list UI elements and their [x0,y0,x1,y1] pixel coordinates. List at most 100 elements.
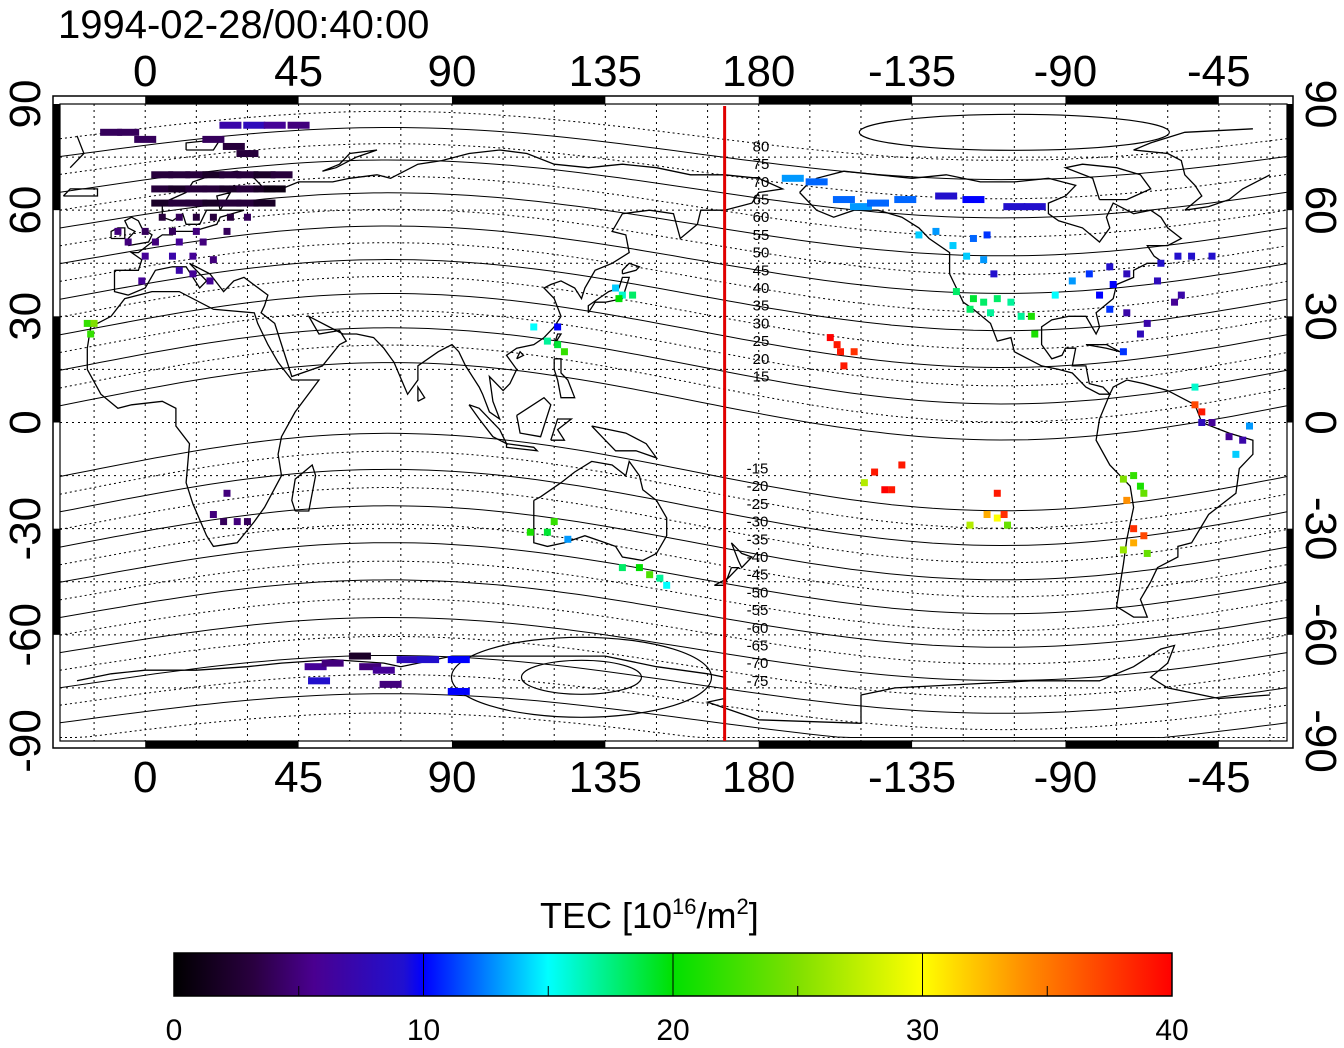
frame-segment [758,741,913,748]
tec-cell [168,185,191,193]
tec-cell [932,227,940,235]
tec-cell [1109,280,1117,288]
mag-contour-line [59,468,1288,547]
colorbar-label: TEC [1016/m2] [540,894,759,936]
contour-label: 55 [753,227,770,244]
frame-segment [53,104,60,211]
tec-cell [1130,539,1138,547]
tec-cell [447,656,470,664]
tec-cell [898,461,906,469]
contour-label: -30 [747,514,769,531]
coastline-hokkaido [621,262,641,275]
coastline-africa [86,290,321,548]
left-tick-label: -60 [1,603,50,667]
tec-cell [915,231,923,239]
mag-contour-line [59,127,1288,181]
tec-cell [263,121,286,129]
coastline-java [505,443,539,452]
tec-cell [1157,259,1165,267]
top-tick-label: -45 [1187,47,1251,96]
tec-cell [1136,330,1144,338]
tec-cell [990,270,998,278]
coastline-novaya [322,149,378,172]
mag-contour-line [59,258,1288,332]
contour-label: 50 [753,245,770,262]
contour-label: -25 [747,496,769,513]
map-title: 1994-02-28/00:40:00 [58,3,429,47]
tec-cell [321,659,344,667]
tec-cell [646,571,654,579]
tec-cell [175,266,183,274]
coastline-sulawesi [550,418,574,441]
tec-cell [618,564,626,572]
frame-segment [451,741,606,748]
tec-cell [826,334,834,342]
tec-cell [236,171,259,179]
coastline-madagascar [291,463,317,512]
tec-cell [969,295,977,303]
tec-cell [1119,475,1127,483]
tec-cell [222,142,245,150]
tec-cell [1143,549,1151,557]
tec-cell [209,213,217,221]
colorbar-tick-label: 10 [407,1014,440,1047]
mag-contour-line [59,655,1288,714]
tec-cell [969,234,977,242]
right-tick-label: 0 [1296,410,1344,434]
tec-cell [243,121,266,129]
tec-cell [189,270,197,278]
right-latitude-labels: 90 60 30 0 -30 -60 -90 [1296,80,1344,773]
tec-cell [192,227,200,235]
tec-cell [379,680,402,688]
tec-cell [543,337,551,345]
colorbar-label-unit: /m [697,895,737,936]
colorbar-label-end: ] [749,895,759,936]
colorbar-tick-label: 0 [166,1014,183,1047]
mag-contour-line [59,505,1288,581]
contour-label: -65 [747,637,769,654]
tec-cell [629,291,637,299]
frame-segment [758,96,913,104]
tec-cell [1023,203,1046,211]
tec-cell [253,171,276,179]
coastline-eurasia [113,149,785,421]
tec-cell [253,199,276,207]
colorbar-tick-label: 30 [906,1014,939,1047]
colorbar-label-exponent2: 2 [737,894,749,919]
tec-cell [1136,482,1144,490]
mag-contour-line [59,598,1288,665]
tec-cell [168,199,191,207]
tec-cell [1225,433,1233,441]
contour-label: -15 [747,461,769,478]
tec-cell [1031,330,1039,338]
tec-cell [543,528,551,536]
tec-cell [1096,291,1104,299]
tec-cell [134,135,157,143]
tec-cell [202,171,225,179]
tec-cell [202,185,225,193]
tec-cell [837,348,845,356]
tec-cell [1123,309,1131,317]
tec-cell [359,663,382,671]
tec-cell [962,196,985,204]
tec-cell [1027,312,1035,320]
tec-cell [236,199,259,207]
tec-cell [888,486,896,494]
tec-cell [993,514,1001,522]
tec-cell [348,652,371,660]
tec-cell [1191,383,1199,391]
tec-cell [219,185,242,193]
mag-contour-line [59,560,1288,632]
tec-cell [1004,521,1012,529]
mag-contour-line [59,225,1288,294]
tec-cell [83,319,91,327]
bottom-tick-label: 180 [722,753,795,802]
tec-cell [236,185,259,193]
tec-cell [447,687,470,695]
contour-label: -55 [747,602,769,619]
polar-contour [450,636,713,718]
tec-cell [158,213,166,221]
tec-cell [219,121,242,129]
